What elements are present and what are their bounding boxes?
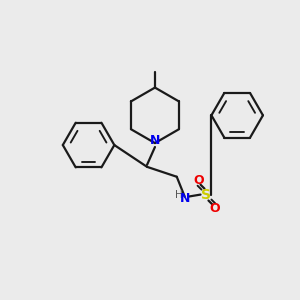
Text: O: O <box>193 174 204 187</box>
Text: O: O <box>209 202 220 215</box>
Text: N: N <box>179 192 190 205</box>
Text: S: S <box>202 188 212 202</box>
Text: N: N <box>150 134 160 147</box>
Text: H: H <box>175 190 183 200</box>
